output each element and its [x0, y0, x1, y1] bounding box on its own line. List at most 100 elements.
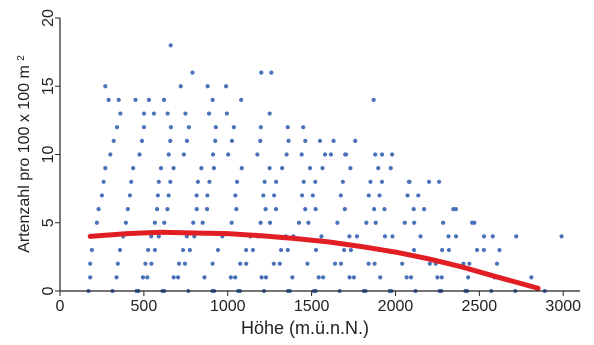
- scatter-point: [435, 275, 440, 280]
- scatter-point: [514, 234, 519, 239]
- scatter-point: [244, 261, 249, 266]
- scatter-point: [149, 234, 154, 239]
- scatter-point: [210, 97, 215, 102]
- scatter-point: [228, 275, 233, 280]
- scatter-point: [146, 247, 151, 253]
- scatter-point: [400, 261, 405, 266]
- scatter-point: [114, 275, 119, 280]
- scatter-point: [165, 207, 170, 212]
- axes: 0 500 1000 1500 2000 2500 3000 0 5 10 15 20: [40, 9, 581, 315]
- scatter-point: [140, 275, 146, 280]
- scatter-point: [373, 152, 378, 157]
- scatter-point: [186, 125, 192, 130]
- scatter-point: [259, 70, 264, 75]
- scatter-point: [143, 261, 148, 266]
- scatter-point: [115, 261, 120, 266]
- scatter-point: [161, 97, 167, 102]
- scatter-point: [286, 138, 291, 143]
- scatter-point: [453, 207, 458, 212]
- scatter-point: [166, 193, 171, 198]
- scatter-point: [284, 152, 289, 157]
- scatter-point: [103, 84, 108, 89]
- scatter-point: [313, 247, 319, 253]
- y-tick-label: 0: [40, 286, 57, 295]
- scatter-point: [267, 220, 273, 225]
- scatter-point: [118, 111, 123, 116]
- scatter-point: [376, 166, 381, 171]
- scatter-point: [133, 97, 138, 102]
- scatter-point: [338, 261, 344, 266]
- scatter-point: [446, 234, 451, 239]
- scatter-point: [466, 275, 471, 280]
- scatter-point: [348, 166, 353, 171]
- scatter-point: [382, 207, 387, 212]
- scatter-point: [351, 275, 356, 280]
- scatter-point: [285, 125, 290, 130]
- scatter-point: [267, 166, 272, 171]
- scatter-point: [529, 275, 534, 280]
- x-tick-label: 1500: [294, 298, 330, 315]
- scatter-point: [277, 261, 282, 266]
- scatter-point: [373, 220, 378, 225]
- scatter-point: [116, 97, 121, 102]
- scatter-point: [497, 247, 502, 253]
- scatter-point: [88, 275, 93, 280]
- scatter-point: [152, 247, 158, 253]
- scatter-point: [411, 207, 416, 212]
- scatter-point: [303, 138, 308, 143]
- scatter-point: [366, 261, 371, 266]
- scatter-point: [290, 275, 295, 280]
- scatter-point: [155, 193, 160, 198]
- scatter-point: [210, 152, 216, 157]
- x-tick-label: 0: [56, 298, 65, 315]
- scatter-point: [158, 166, 164, 171]
- x-tick-label: 3000: [545, 298, 581, 315]
- plot-area: [86, 43, 564, 294]
- scatter-point: [271, 261, 276, 266]
- scatter-point: [303, 207, 308, 212]
- scatter-point: [229, 220, 234, 225]
- scatter-point: [204, 207, 210, 212]
- scatter-point: [340, 179, 345, 184]
- scatter-point: [353, 138, 358, 143]
- scatter-point: [154, 207, 160, 212]
- scatter-point: [125, 207, 130, 212]
- scatter-point: [299, 152, 304, 157]
- scatter-point: [131, 166, 136, 171]
- scatter-point: [378, 275, 383, 280]
- scatter-point: [377, 193, 382, 198]
- scatter-point: [205, 193, 210, 198]
- scatter-point: [436, 179, 442, 184]
- scatter-point: [347, 234, 352, 239]
- scatter-point: [474, 247, 480, 253]
- scatter-point: [175, 275, 181, 280]
- scatter-point: [301, 179, 306, 184]
- scatter-point: [263, 207, 268, 212]
- scatter-point: [388, 166, 393, 171]
- scatter-point: [274, 179, 279, 184]
- scatter-point: [117, 247, 123, 253]
- scatter-point: [231, 125, 236, 130]
- scatter-point: [199, 166, 204, 171]
- scatter-point: [149, 261, 154, 266]
- scatter-point: [273, 207, 279, 212]
- scatter-point: [422, 207, 427, 212]
- scatter-point: [238, 261, 243, 266]
- scatter-point: [406, 179, 412, 184]
- scatter-point: [146, 97, 152, 102]
- scatter-point: [210, 261, 215, 266]
- scatter-point: [320, 166, 325, 171]
- scatter-point: [322, 152, 328, 157]
- scatter-point: [453, 234, 459, 239]
- scatter-point: [371, 97, 376, 102]
- scatter-point: [156, 234, 161, 239]
- scatter-point: [123, 220, 128, 225]
- scatter-point: [103, 166, 108, 171]
- scatter-point: [364, 220, 369, 225]
- scatter-point: [319, 234, 324, 239]
- scatter-point: [411, 247, 417, 253]
- y-tick-label: 20: [40, 9, 57, 27]
- scatter-point: [258, 220, 263, 225]
- scatter-point: [224, 111, 229, 116]
